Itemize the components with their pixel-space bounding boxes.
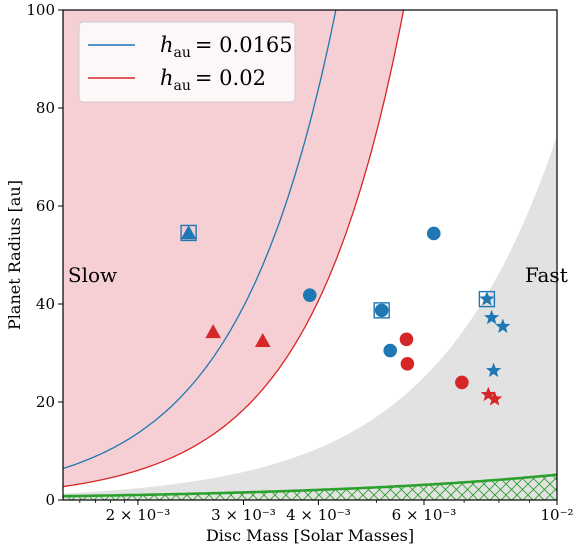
y-tick-label: 80: [36, 99, 55, 117]
circle-point: [303, 288, 317, 302]
x-tick-label: 6 × 10⁻³: [392, 506, 457, 524]
y-axis-title: Planet Radius [au]: [5, 180, 24, 330]
y-tick-label: 0: [45, 491, 55, 509]
annotation-fast: Fast: [525, 263, 568, 287]
circle-point: [427, 227, 441, 241]
y-tick-label: 60: [36, 197, 55, 215]
circle-point: [455, 376, 469, 390]
y-tick-label: 20: [36, 393, 55, 411]
x-tick-label: 4 × 10⁻³: [286, 506, 351, 524]
circle-point: [401, 357, 415, 371]
x-axis-title: Disc Mass [Solar Masses]: [206, 526, 414, 545]
circle-point: [383, 344, 397, 358]
annotation-slow: Slow: [68, 263, 117, 287]
x-tick-label: 3 × 10⁻³: [211, 506, 276, 524]
y-tick-label: 100: [26, 1, 55, 19]
y-tick-label: 40: [36, 295, 55, 313]
x-tick-label: 10⁻²: [540, 506, 573, 524]
x-tick-label: 2 × 10⁻³: [106, 506, 171, 524]
circle-point: [400, 332, 414, 346]
circle-point: [375, 304, 389, 318]
